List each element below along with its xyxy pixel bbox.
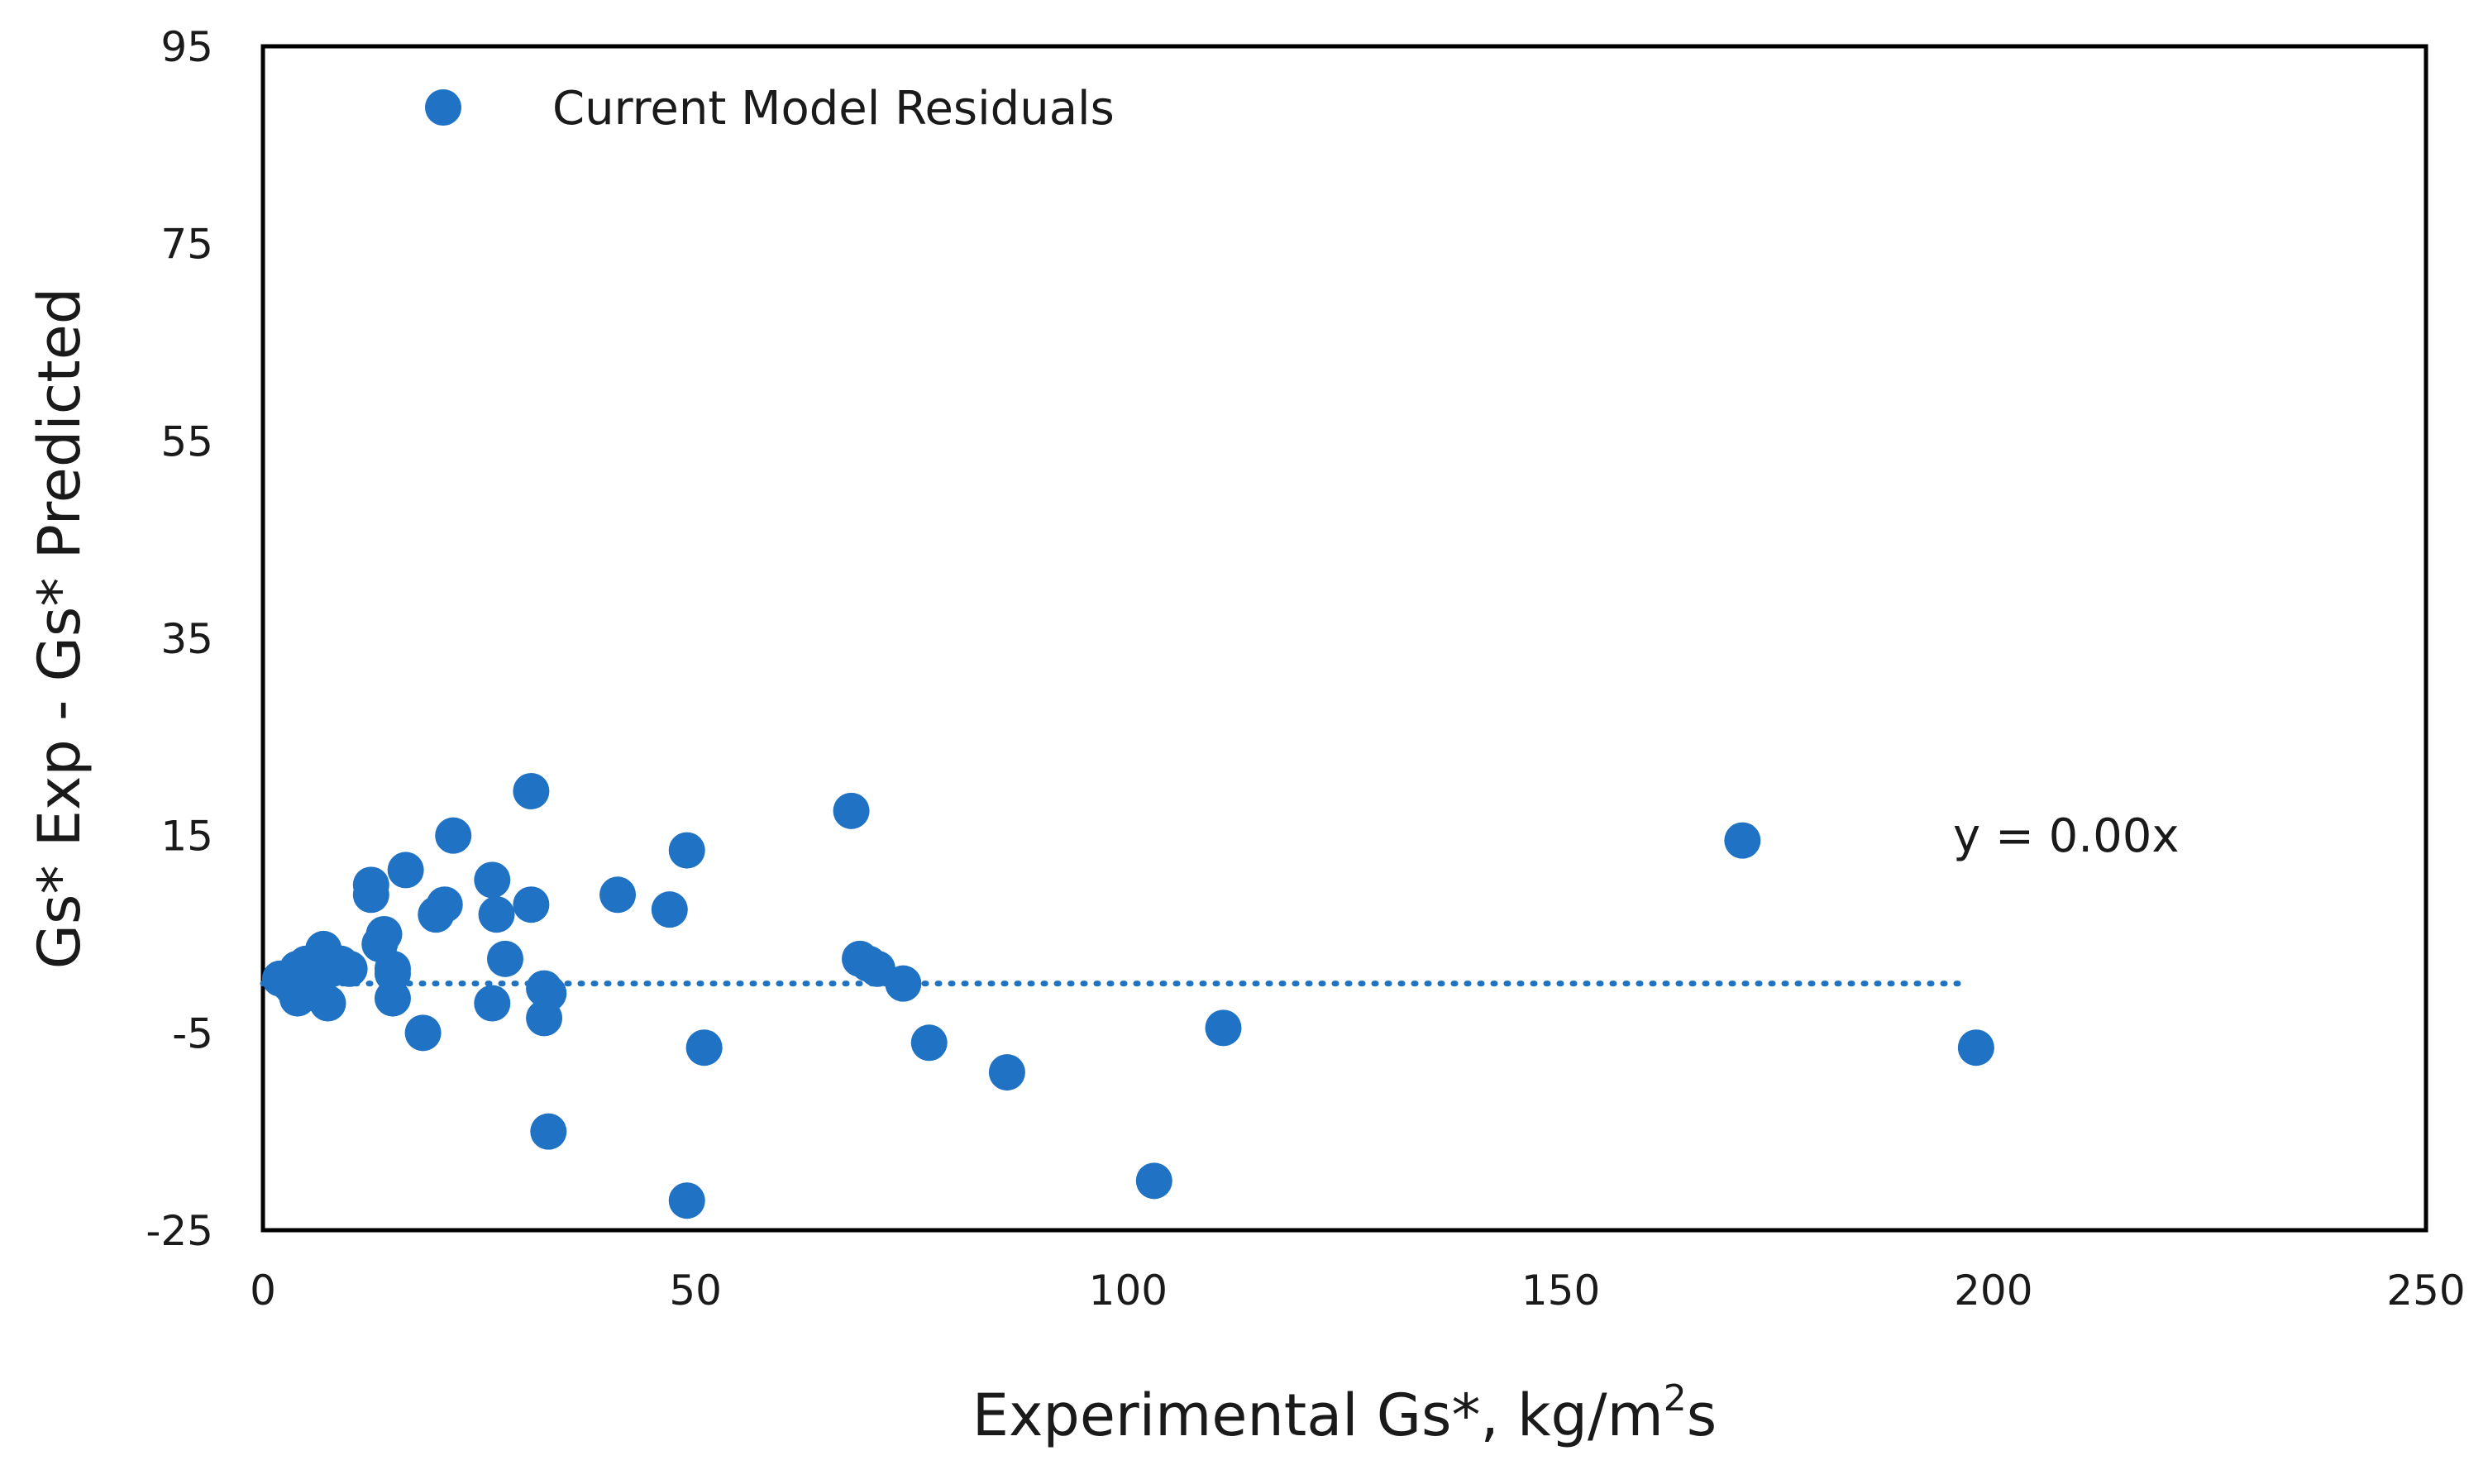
data-point [1957,1029,1994,1066]
data-point [486,940,523,977]
data-point [530,1113,567,1150]
data-point [651,891,688,928]
plot-area [260,44,2428,1233]
data-point [478,896,515,933]
y-tick-label: -5 [172,1009,213,1057]
x-axis-title-superscript: 2 [1664,1377,1687,1420]
data-point [426,886,463,923]
x-tick-label: 150 [1521,1267,1600,1315]
y-tick-label: 35 [160,615,213,663]
x-tick-label: 0 [250,1267,276,1315]
data-points [261,772,1994,1219]
y-tick-label: 55 [160,418,213,465]
data-point [530,975,567,1012]
legend-label: Current Model Residuals [552,82,1115,136]
y-tick-label: 15 [160,813,213,861]
data-point [1205,1009,1242,1047]
data-point [309,985,346,1022]
trendline-equation: y = 0.00x [1953,809,2180,863]
x-axis-title-tail: s [1687,1381,1717,1449]
data-point [668,1182,705,1219]
data-point [1724,822,1761,859]
y-axis-ticks: 95 75 55 35 15 -5 -25 [146,23,213,1255]
x-tick-label: 100 [1089,1267,1168,1315]
data-point [365,916,403,952]
data-point [668,832,705,869]
x-tick-label: 50 [669,1267,722,1315]
data-point [513,772,550,809]
legend-marker [425,89,461,126]
data-point [474,861,511,899]
data-point [513,886,550,923]
data-point [374,980,411,1017]
data-point [387,852,424,889]
data-point [685,1029,723,1066]
data-point [599,876,637,914]
data-point [833,792,870,829]
data-point [404,1014,442,1052]
data-point [331,950,368,987]
x-tick-label: 200 [1954,1267,2032,1315]
y-axis-title: Gs* Exp - Gs* Predicted [26,288,93,969]
data-point [352,866,389,904]
y-tick-label: -25 [146,1207,213,1255]
x-tick-label: 250 [2386,1267,2465,1315]
data-point [910,1024,948,1062]
y-tick-label: 75 [160,221,213,269]
x-axis-title-main: Experimental Gs*, kg/m [972,1381,1664,1449]
x-axis-title: Experimental Gs*, kg/m2s [972,1377,1717,1449]
data-point [1135,1162,1172,1200]
data-point [474,985,511,1022]
data-point [988,1054,1025,1091]
x-axis-ticks: 0 50 100 150 200 250 [250,1267,2466,1315]
data-point [885,965,922,1002]
data-point [435,817,472,854]
y-tick-label: 95 [160,23,213,71]
